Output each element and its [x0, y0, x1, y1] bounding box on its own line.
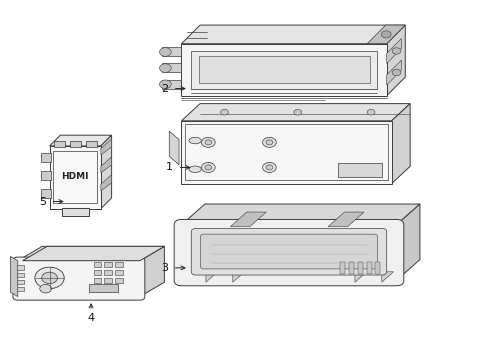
Circle shape [263, 137, 276, 147]
Circle shape [367, 109, 375, 115]
Circle shape [159, 48, 171, 56]
Text: 5: 5 [39, 197, 46, 207]
Text: HDMI: HDMI [61, 172, 89, 181]
Circle shape [42, 272, 57, 284]
Bar [115, 270, 123, 275]
Bar [375, 262, 380, 274]
Bar [94, 262, 101, 267]
Polygon shape [230, 212, 266, 226]
Bar [17, 287, 24, 291]
Ellipse shape [189, 137, 201, 144]
Polygon shape [49, 135, 112, 146]
Bar [340, 262, 345, 274]
Bar [115, 262, 123, 267]
Polygon shape [162, 47, 181, 56]
Bar [49, 146, 101, 209]
Polygon shape [10, 256, 18, 297]
FancyBboxPatch shape [200, 234, 377, 269]
Circle shape [263, 162, 276, 172]
Bar [53, 151, 97, 203]
FancyBboxPatch shape [174, 220, 404, 286]
FancyBboxPatch shape [13, 257, 145, 300]
Polygon shape [181, 104, 410, 121]
Bar [358, 262, 363, 274]
Circle shape [35, 267, 64, 289]
Bar [185, 125, 388, 180]
Bar [17, 280, 24, 284]
Circle shape [205, 165, 212, 170]
Text: 2: 2 [161, 84, 168, 94]
Bar [89, 284, 118, 292]
Polygon shape [181, 25, 405, 44]
Circle shape [205, 140, 212, 145]
Circle shape [266, 140, 273, 145]
Bar [62, 208, 89, 216]
Bar [181, 44, 387, 96]
Bar [349, 262, 354, 274]
Polygon shape [23, 246, 164, 261]
Bar [338, 163, 382, 177]
Text: 3: 3 [161, 263, 168, 273]
Bar [104, 262, 112, 267]
Bar [41, 153, 50, 162]
Bar [17, 273, 24, 277]
Polygon shape [140, 246, 164, 297]
Circle shape [294, 109, 302, 115]
Bar [181, 121, 392, 184]
Bar [104, 278, 112, 283]
Polygon shape [162, 63, 181, 72]
Polygon shape [169, 131, 179, 165]
Circle shape [381, 31, 391, 38]
Circle shape [220, 109, 228, 115]
Circle shape [392, 48, 401, 54]
Polygon shape [355, 272, 393, 282]
Bar [54, 140, 65, 147]
Polygon shape [206, 272, 245, 282]
Bar [86, 140, 97, 147]
Text: 1: 1 [166, 162, 173, 172]
Polygon shape [387, 39, 401, 63]
Bar [104, 270, 112, 275]
Text: 4: 4 [88, 313, 95, 323]
Bar [191, 51, 377, 89]
Polygon shape [392, 104, 410, 184]
Polygon shape [396, 204, 420, 280]
Polygon shape [387, 25, 405, 96]
Ellipse shape [189, 166, 201, 172]
Polygon shape [162, 80, 181, 89]
Bar [115, 278, 123, 283]
Circle shape [392, 69, 401, 76]
Bar [367, 262, 371, 274]
Circle shape [201, 162, 215, 172]
Bar [94, 270, 101, 275]
Polygon shape [101, 135, 112, 209]
Circle shape [266, 165, 273, 170]
Polygon shape [18, 246, 164, 261]
Bar [17, 265, 24, 270]
Bar [41, 171, 50, 180]
Bar [198, 56, 369, 83]
Polygon shape [101, 175, 112, 191]
Polygon shape [367, 25, 405, 44]
Polygon shape [328, 212, 364, 226]
Polygon shape [387, 60, 401, 85]
Circle shape [40, 284, 51, 293]
FancyBboxPatch shape [191, 228, 387, 275]
Polygon shape [181, 204, 420, 225]
Circle shape [159, 80, 171, 89]
Polygon shape [101, 157, 112, 173]
Bar [41, 189, 50, 198]
Bar [71, 140, 81, 147]
Bar [94, 278, 101, 283]
Polygon shape [101, 139, 112, 155]
Circle shape [201, 137, 215, 147]
Circle shape [159, 64, 171, 72]
